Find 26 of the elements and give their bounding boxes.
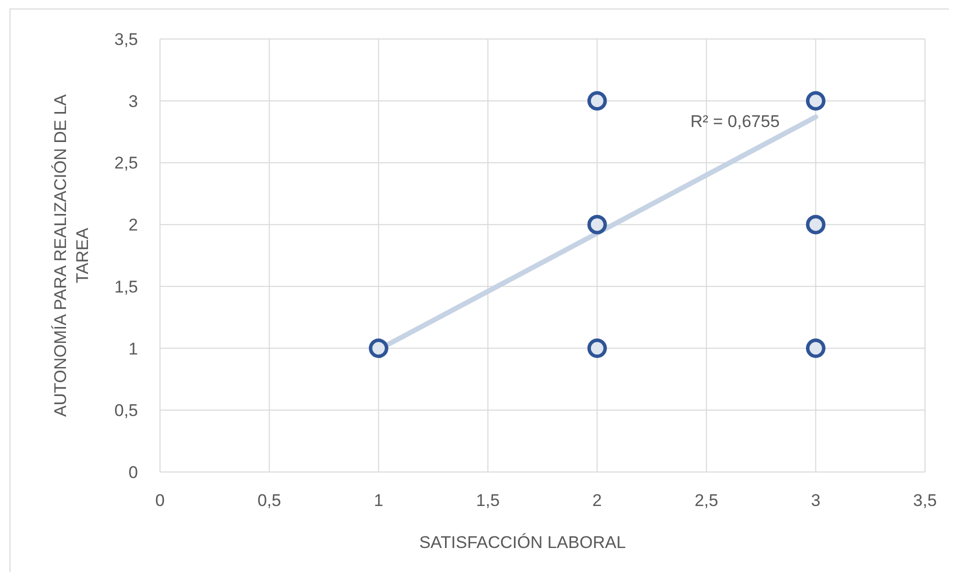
annotation: R² = 0,6755 bbox=[690, 112, 780, 131]
y-tick-label: 3 bbox=[128, 92, 138, 111]
y-tick-label: 1,5 bbox=[114, 277, 138, 296]
point bbox=[368, 338, 388, 358]
point bbox=[587, 214, 607, 234]
x-tick-label: 2,5 bbox=[694, 491, 718, 510]
y-axis-title: AUTONOMÍA PARA REALIZACIÓN DE LA TAREA bbox=[51, 94, 92, 417]
x-tick-label: 1,5 bbox=[476, 491, 500, 510]
x-tick-label: 0,5 bbox=[257, 491, 282, 510]
x-tick-label: 3 bbox=[810, 491, 820, 510]
x-axis-title: SATISFACCIÓN LABORAL bbox=[419, 533, 626, 552]
x-tick-label: 0 bbox=[155, 491, 165, 510]
x-tick-label: 3,5 bbox=[913, 491, 937, 510]
y-tick-label: 3,5 bbox=[114, 30, 138, 49]
y-tick-label: 2 bbox=[128, 216, 138, 235]
y-tick-label: 0,5 bbox=[114, 401, 138, 420]
y-tick-label: 2,5 bbox=[114, 154, 138, 173]
point bbox=[587, 91, 607, 111]
point bbox=[806, 214, 826, 234]
point bbox=[587, 338, 607, 358]
x-tick-label: 2 bbox=[592, 491, 602, 510]
y-tick-label: 0 bbox=[128, 463, 138, 482]
y-tick-label: 1 bbox=[128, 339, 138, 358]
point bbox=[806, 338, 826, 358]
x-tick-label: 1 bbox=[374, 491, 384, 510]
point bbox=[806, 91, 826, 111]
